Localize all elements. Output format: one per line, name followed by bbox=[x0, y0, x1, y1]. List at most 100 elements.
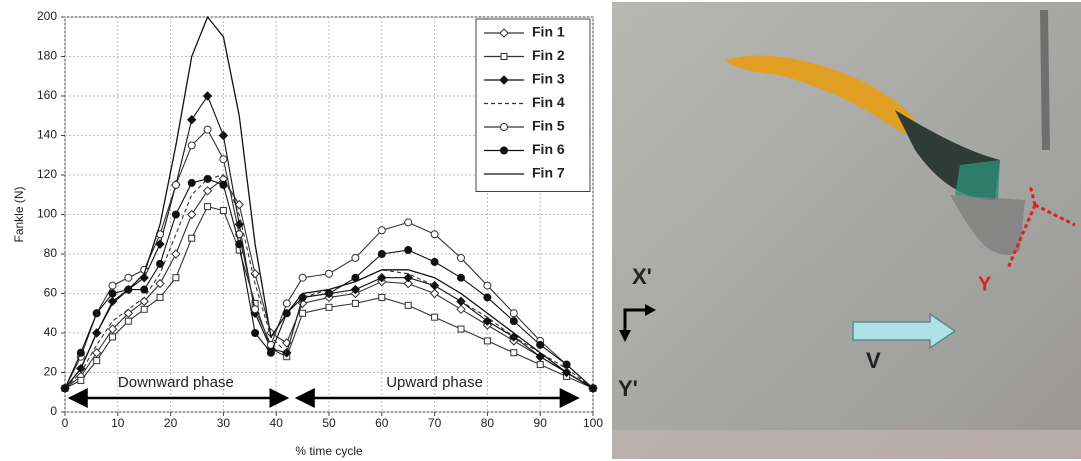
y-tick-label: 60 bbox=[44, 286, 58, 300]
marker bbox=[298, 273, 307, 282]
marker bbox=[202, 91, 213, 101]
marker bbox=[108, 289, 117, 298]
marker bbox=[124, 273, 133, 282]
marker bbox=[457, 325, 465, 333]
marker bbox=[499, 75, 509, 85]
marker bbox=[92, 309, 101, 318]
marker bbox=[377, 250, 386, 258]
velocity-arrow bbox=[852, 312, 957, 350]
x-tick-label: 0 bbox=[62, 416, 69, 430]
marker bbox=[457, 273, 465, 282]
legend-box bbox=[475, 18, 591, 192]
marker bbox=[108, 281, 117, 290]
data-line bbox=[64, 15, 594, 389]
marker bbox=[457, 253, 465, 262]
marker bbox=[509, 317, 518, 326]
fin-frame-x bbox=[1034, 203, 1076, 227]
legend-label: Fin 4 bbox=[532, 94, 565, 110]
marker bbox=[76, 348, 85, 357]
x-tick-label: 40 bbox=[270, 416, 284, 430]
x-axis-label: % time cycle bbox=[295, 444, 363, 458]
marker bbox=[536, 361, 544, 369]
fin-frame-up bbox=[1028, 184, 1037, 206]
marker bbox=[404, 301, 412, 309]
velocity-label: V bbox=[866, 348, 881, 373]
legend-label: Fin 7 bbox=[532, 165, 565, 181]
marker bbox=[203, 174, 212, 183]
marker bbox=[251, 305, 260, 314]
marker bbox=[325, 269, 333, 278]
fin-y-label: Y bbox=[978, 273, 992, 295]
photo-floor bbox=[612, 430, 1081, 459]
marker bbox=[325, 289, 333, 298]
marker bbox=[562, 360, 571, 369]
x-tick-label: 20 bbox=[164, 416, 178, 430]
marker bbox=[93, 357, 101, 365]
marker bbox=[510, 349, 518, 357]
marker bbox=[431, 313, 439, 321]
fin-frame-y bbox=[1006, 204, 1037, 269]
marker bbox=[140, 305, 148, 313]
marker bbox=[325, 303, 333, 311]
marker bbox=[500, 123, 508, 131]
marker bbox=[109, 333, 117, 341]
marker bbox=[107, 296, 118, 307]
y-tick-label: 180 bbox=[37, 49, 57, 63]
x-tick-label: 100 bbox=[583, 416, 603, 430]
marker bbox=[203, 125, 212, 134]
y-tick-label: 20 bbox=[44, 365, 58, 379]
y-tick-label: 120 bbox=[37, 167, 57, 181]
marker bbox=[299, 309, 307, 317]
y-tick-label: 100 bbox=[37, 207, 57, 221]
marker bbox=[77, 376, 85, 384]
legend-label: Fin 3 bbox=[532, 71, 565, 87]
marker bbox=[266, 348, 275, 357]
marker bbox=[156, 293, 164, 301]
marker bbox=[235, 240, 244, 249]
marker bbox=[351, 253, 360, 262]
marker bbox=[430, 257, 439, 266]
marker bbox=[124, 317, 132, 325]
x-tick-label: 70 bbox=[428, 416, 442, 430]
fin-frame bbox=[1006, 184, 1076, 269]
marker bbox=[378, 293, 386, 301]
marker bbox=[187, 141, 196, 150]
series bbox=[61, 174, 597, 393]
marker bbox=[187, 209, 197, 220]
marker bbox=[351, 299, 359, 307]
y-tick-label: 80 bbox=[44, 246, 58, 260]
marker bbox=[204, 203, 212, 211]
marker bbox=[404, 246, 413, 255]
fin-body-tint bbox=[955, 160, 1000, 200]
frame-y-label: Y' bbox=[618, 376, 638, 401]
x-tick-label: 30 bbox=[217, 416, 231, 430]
marker bbox=[456, 304, 466, 315]
marker bbox=[187, 114, 197, 125]
marker bbox=[234, 199, 244, 210]
y-axis-label: Fankle (N) bbox=[12, 186, 26, 242]
frame-arrowheads bbox=[619, 304, 656, 342]
marker bbox=[403, 278, 413, 289]
marker bbox=[429, 288, 440, 299]
marker bbox=[282, 299, 291, 308]
marker bbox=[156, 259, 165, 268]
marker bbox=[377, 226, 386, 235]
marker bbox=[500, 53, 508, 60]
y-tick-label: 40 bbox=[44, 325, 58, 339]
marker bbox=[483, 281, 492, 290]
marker bbox=[171, 249, 181, 259]
marker bbox=[350, 284, 361, 295]
fin-shadow bbox=[950, 195, 1025, 255]
y-tick-label: 160 bbox=[37, 88, 57, 102]
marker bbox=[219, 207, 227, 215]
marker bbox=[202, 186, 213, 196]
marker bbox=[155, 239, 165, 249]
legend-label: Fin 6 bbox=[532, 141, 565, 157]
x-tick-label: 90 bbox=[534, 416, 548, 430]
annotation: Downward phase bbox=[118, 374, 234, 391]
marker bbox=[483, 293, 492, 302]
legend-label: Fin 5 bbox=[532, 118, 565, 134]
annotation: Upward phase bbox=[386, 374, 483, 391]
marker bbox=[219, 155, 228, 164]
marker bbox=[403, 272, 413, 283]
